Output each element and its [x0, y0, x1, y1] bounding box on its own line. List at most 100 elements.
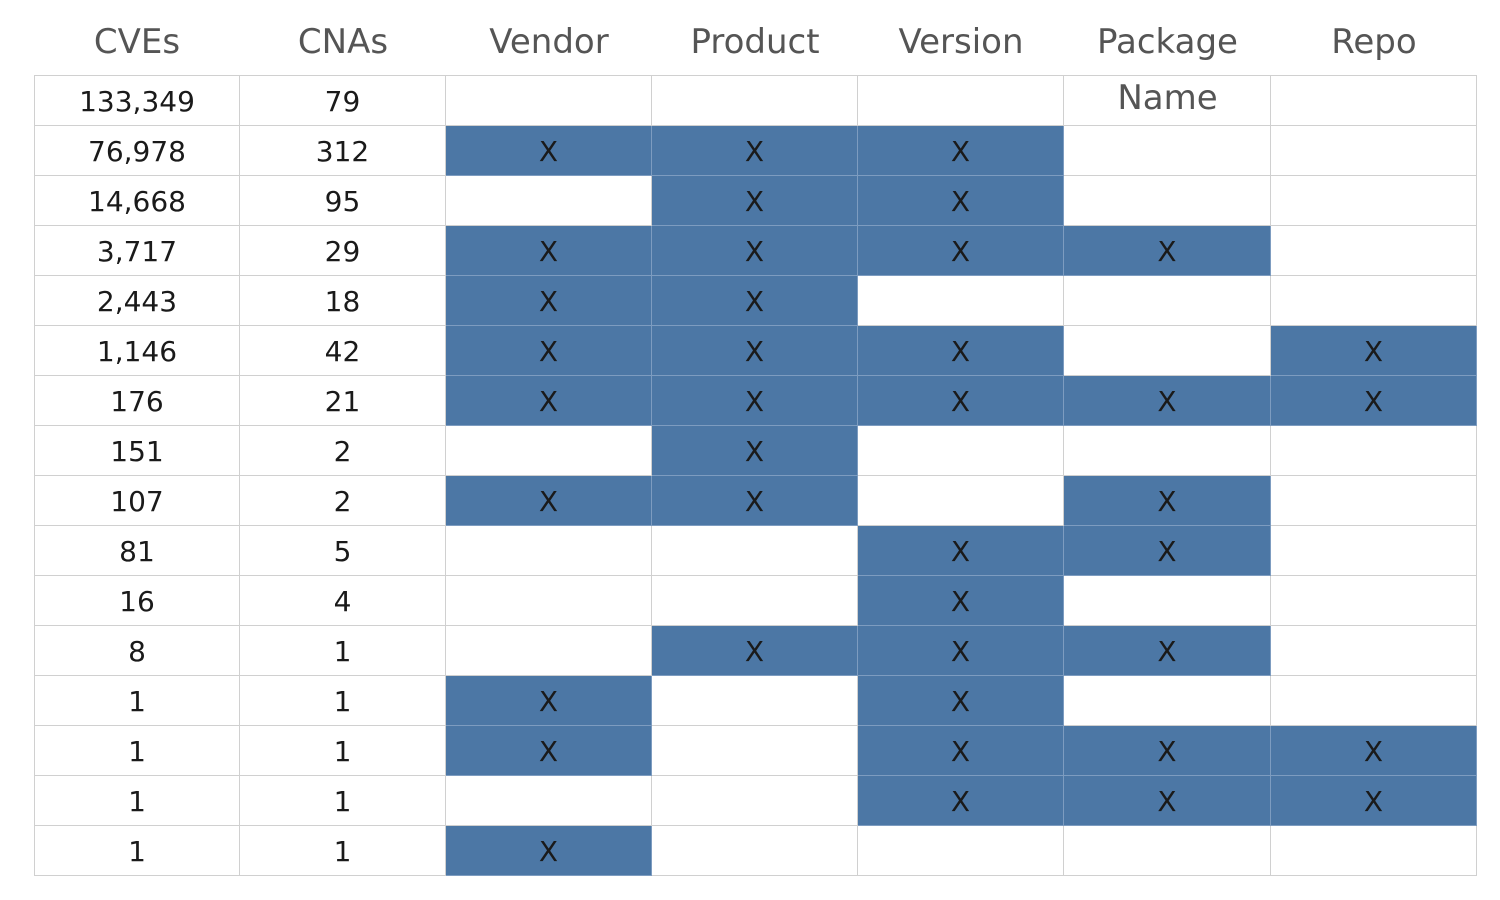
cnas-cell: 1	[240, 626, 446, 676]
repo-flag-cell: X	[1271, 376, 1477, 426]
product-flag-cell: X	[652, 326, 858, 376]
column-header-cnas: CNAs	[297, 22, 389, 62]
cnas-cell: 4	[240, 576, 446, 626]
version-flag-cell: X	[858, 776, 1064, 826]
column-header-vendor: Vendor	[489, 22, 609, 62]
package-name-flag-cell	[1064, 576, 1271, 626]
cves-cell: 107	[34, 476, 240, 526]
cnas-cell: 5	[240, 526, 446, 576]
repo-flag-cell	[1271, 226, 1477, 276]
package-name-flag-cell: X	[1064, 526, 1271, 576]
cnas-cell: 79	[240, 76, 446, 126]
cves-cell: 176	[34, 376, 240, 426]
vendor-flag-cell	[446, 426, 652, 476]
repo-flag-cell	[1271, 476, 1477, 526]
cnas-cell: 1	[240, 776, 446, 826]
vendor-flag-cell	[446, 526, 652, 576]
vendor-flag-cell: X	[446, 376, 652, 426]
cves-cell: 1	[34, 676, 240, 726]
cves-cell: 81	[34, 526, 240, 576]
version-flag-cell: X	[858, 176, 1064, 226]
version-flag-cell	[858, 826, 1064, 876]
version-flag-cell	[858, 426, 1064, 476]
package-name-flag-cell	[1064, 326, 1271, 376]
repo-flag-cell	[1271, 526, 1477, 576]
vendor-flag-cell	[446, 576, 652, 626]
vendor-flag-cell	[446, 76, 652, 126]
product-flag-cell: X	[652, 176, 858, 226]
vendor-flag-cell	[446, 626, 652, 676]
package-name-flag-cell: X	[1064, 726, 1271, 776]
product-flag-cell	[652, 776, 858, 826]
repo-flag-cell	[1271, 426, 1477, 476]
product-flag-cell	[652, 826, 858, 876]
cves-cell: 1	[34, 826, 240, 876]
cnas-cell: 42	[240, 326, 446, 376]
cnas-cell: 21	[240, 376, 446, 426]
product-flag-cell: X	[652, 476, 858, 526]
cves-cell: 76,978	[34, 126, 240, 176]
package-name-flag-cell	[1064, 76, 1271, 126]
vendor-flag-cell: X	[446, 276, 652, 326]
version-flag-cell	[858, 276, 1064, 326]
package-name-flag-cell: X	[1064, 776, 1271, 826]
version-flag-cell: X	[858, 126, 1064, 176]
cves-cell: 16	[34, 576, 240, 626]
cves-cell: 1	[34, 776, 240, 826]
repo-flag-cell: X	[1271, 726, 1477, 776]
vendor-flag-cell: X	[446, 726, 652, 776]
version-flag-cell: X	[858, 576, 1064, 626]
package-name-flag-cell	[1064, 276, 1271, 326]
repo-flag-cell: X	[1271, 776, 1477, 826]
vendor-flag-cell: X	[446, 676, 652, 726]
vendor-flag-cell	[446, 176, 652, 226]
vendor-flag-cell	[446, 776, 652, 826]
product-flag-cell: X	[652, 626, 858, 676]
product-flag-cell	[652, 726, 858, 776]
repo-flag-cell	[1271, 576, 1477, 626]
column-header-cves: CVEs	[93, 22, 181, 62]
vendor-flag-cell: X	[446, 476, 652, 526]
package-name-flag-cell	[1064, 826, 1271, 876]
vendor-flag-cell: X	[446, 826, 652, 876]
repo-flag-cell	[1271, 76, 1477, 126]
cnas-cell: 18	[240, 276, 446, 326]
repo-flag-cell	[1271, 276, 1477, 326]
column-header-repo: Repo	[1331, 22, 1417, 62]
cnas-cell: 95	[240, 176, 446, 226]
cves-cell: 1,146	[34, 326, 240, 376]
product-flag-cell: X	[652, 276, 858, 326]
package-name-flag-cell: X	[1064, 476, 1271, 526]
product-flag-cell: X	[652, 426, 858, 476]
package-name-flag-cell	[1064, 676, 1271, 726]
repo-flag-cell	[1271, 826, 1477, 876]
repo-flag-cell: X	[1271, 326, 1477, 376]
product-flag-cell	[652, 76, 858, 126]
column-header-product: Product	[690, 22, 820, 62]
package-name-flag-cell: X	[1064, 376, 1271, 426]
version-flag-cell	[858, 76, 1064, 126]
column-header-version: Version	[898, 22, 1024, 62]
repo-flag-cell	[1271, 126, 1477, 176]
repo-flag-cell	[1271, 176, 1477, 226]
version-flag-cell	[858, 476, 1064, 526]
cnas-cell: 1	[240, 826, 446, 876]
cnas-cell: 2	[240, 426, 446, 476]
product-flag-cell: X	[652, 126, 858, 176]
cves-cell: 1	[34, 726, 240, 776]
vendor-flag-cell: X	[446, 326, 652, 376]
cves-cell: 133,349	[34, 76, 240, 126]
version-flag-cell: X	[858, 676, 1064, 726]
package-name-flag-cell: X	[1064, 626, 1271, 676]
package-name-flag-cell	[1064, 126, 1271, 176]
version-flag-cell: X	[858, 226, 1064, 276]
repo-flag-cell	[1271, 626, 1477, 676]
column-header-package-name: Package Name	[1097, 22, 1238, 118]
repo-flag-cell	[1271, 676, 1477, 726]
product-flag-cell	[652, 526, 858, 576]
version-flag-cell: X	[858, 526, 1064, 576]
version-flag-cell: X	[858, 376, 1064, 426]
cves-cell: 2,443	[34, 276, 240, 326]
cnas-cell: 312	[240, 126, 446, 176]
